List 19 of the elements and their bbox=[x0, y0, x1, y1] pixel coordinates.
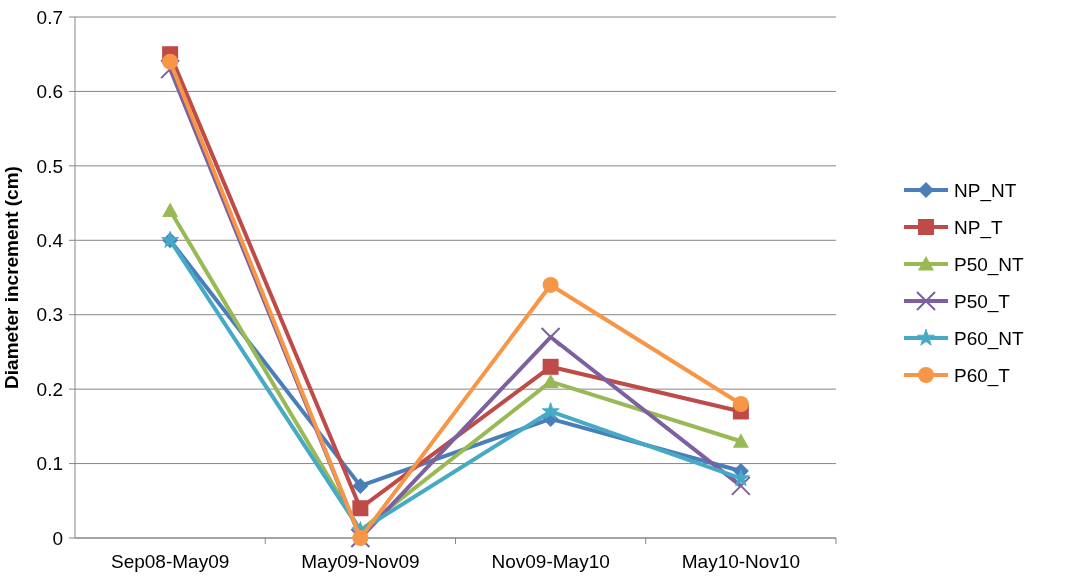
legend-label: P60_T bbox=[954, 364, 1011, 387]
y-tick-label: 0.1 bbox=[36, 453, 63, 475]
x-tick-label: May10-Nov10 bbox=[681, 551, 801, 572]
x-tick-label: Nov09-May10 bbox=[491, 551, 610, 572]
y-tick-label: 0.3 bbox=[36, 304, 63, 326]
y-tick-label: 0.7 bbox=[36, 6, 63, 28]
y-tick-label: 0 bbox=[52, 527, 63, 549]
legend-label: P50_T bbox=[954, 290, 1011, 313]
x-tick-label: Sep08-May09 bbox=[110, 551, 230, 572]
y-axis-title: Diameter increment (cm) bbox=[1, 166, 22, 389]
legend-label: NP_NT bbox=[954, 179, 1017, 202]
x-tick-label: May09-Nov09 bbox=[301, 551, 420, 572]
y-tick-label: 0.6 bbox=[36, 81, 63, 103]
y-tick-label: 0.2 bbox=[36, 378, 63, 400]
legend-label: P50_NT bbox=[954, 253, 1025, 276]
y-tick-label: 0.5 bbox=[36, 155, 63, 177]
y-tick-label: 0.4 bbox=[36, 229, 64, 251]
legend-label: P60_NT bbox=[954, 327, 1025, 350]
legend-label: NP_T bbox=[954, 216, 1003, 239]
